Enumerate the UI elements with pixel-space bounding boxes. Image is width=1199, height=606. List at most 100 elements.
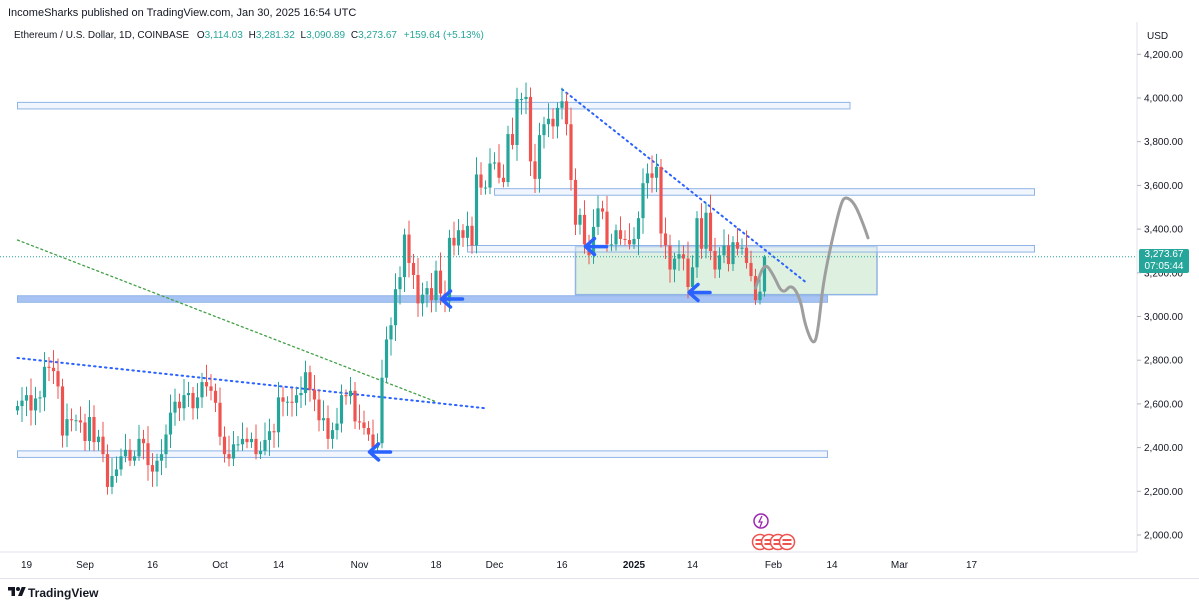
candle-body: [281, 397, 285, 402]
candle-body: [294, 395, 299, 403]
candle: [569, 107, 573, 191]
candle: [416, 257, 420, 317]
candle-body: [218, 402, 222, 437]
candle-body: [461, 230, 465, 238]
candle: [326, 405, 330, 450]
candle: [222, 426, 227, 463]
candle-body: [735, 242, 740, 249]
candle: [542, 116, 546, 149]
candle: [137, 424, 141, 461]
candle-body: [258, 450, 263, 455]
candle-body: [389, 325, 393, 340]
candle: [614, 224, 618, 251]
time-tick-label: 19: [21, 560, 33, 571]
candle: [762, 254, 767, 297]
candle: [479, 162, 483, 196]
candle: [281, 386, 285, 417]
candle: [312, 375, 317, 412]
candle: [159, 439, 164, 476]
price-tick-label: 2,000.00: [1144, 531, 1183, 542]
candle-body: [344, 395, 348, 397]
arrow-left-icon: [439, 289, 465, 309]
currency-label: USD: [1147, 31, 1169, 42]
candle: [744, 230, 749, 269]
candle: [339, 384, 344, 433]
candle: [704, 202, 708, 259]
symbol-label[interactable]: Ethereum / U.S. Dollar, 1D, COINBASE: [14, 30, 190, 41]
time-tick-label: 2025: [623, 560, 646, 571]
candle: [551, 108, 555, 139]
candle: [528, 87, 533, 177]
candle: [366, 421, 371, 441]
time-tick-label: 17: [966, 560, 978, 571]
candle-body: [105, 454, 110, 487]
candle-body: [362, 422, 366, 428]
candle-body: [150, 465, 155, 472]
candle: [96, 429, 101, 451]
blue-trendline: [16, 357, 487, 410]
candle-body: [249, 438, 254, 443]
candle-body: [65, 419, 69, 436]
candle: [573, 168, 578, 235]
candle: [663, 217, 668, 260]
candle-body: [569, 124, 573, 180]
candle-body: [758, 291, 762, 301]
candle: [632, 227, 636, 249]
candle-body: [623, 238, 627, 241]
candle-body: [326, 418, 330, 439]
candle: [749, 250, 753, 282]
candle-body: [339, 395, 344, 424]
time-tick-label: 18: [430, 560, 442, 571]
candle-body: [452, 237, 456, 246]
candle-body: [488, 163, 492, 188]
candle-body: [515, 99, 519, 145]
candle: [285, 396, 290, 416]
candle-body: [708, 212, 713, 251]
time-tick-label: Sep: [76, 560, 94, 571]
candle: [492, 152, 497, 170]
price-tick-label: 3,600.00: [1144, 181, 1183, 192]
publisher-bar: IncomeSharks published on TradingView.co…: [0, 0, 1199, 24]
candle-body: [204, 382, 209, 387]
candle: [389, 317, 393, 356]
candle: [182, 378, 186, 421]
price-chart[interactable]: 2,000.00 2,200.00 2,400.00 2,600.00 2,800.00…: [0, 0, 1199, 578]
time-tick-label: Oct: [212, 560, 228, 571]
projected-path: [754, 196, 870, 344]
candle: [263, 422, 267, 456]
arrow-left-icon: [687, 282, 712, 303]
candle: [537, 122, 542, 193]
candle: [105, 444, 110, 495]
candle: [321, 400, 326, 431]
horizontal-level-band: [17, 450, 828, 458]
candle: [65, 403, 69, 448]
arrow-marker: [439, 289, 465, 309]
candle-body: [33, 398, 38, 411]
candle-body: [74, 420, 78, 422]
candle-body: [717, 255, 722, 270]
candle: [735, 228, 740, 256]
flag-stripe: [782, 539, 792, 541]
candle: [672, 252, 677, 283]
brand-name[interactable]: TradingView: [28, 586, 99, 600]
candle-body: [78, 420, 83, 423]
candle-body: [573, 179, 578, 225]
candle-body: [15, 406, 20, 411]
candle: [317, 389, 321, 432]
time-tick-label: 16: [556, 560, 568, 571]
candle-body: [132, 456, 137, 461]
candle-body: [177, 401, 182, 409]
candle-body: [371, 434, 375, 448]
candle: [245, 427, 249, 449]
support-zone: [574, 245, 878, 296]
candle-body: [438, 270, 443, 294]
candle: [357, 404, 362, 430]
candle-body: [465, 225, 470, 238]
candle-body: [245, 438, 249, 443]
candle-body: [681, 254, 686, 259]
candle-body: [330, 430, 335, 439]
candle-body: [425, 288, 429, 295]
candle-body: [182, 395, 186, 409]
footer-bar: TradingView: [0, 578, 1199, 606]
tradingview-logo-icon[interactable]: [8, 585, 26, 599]
